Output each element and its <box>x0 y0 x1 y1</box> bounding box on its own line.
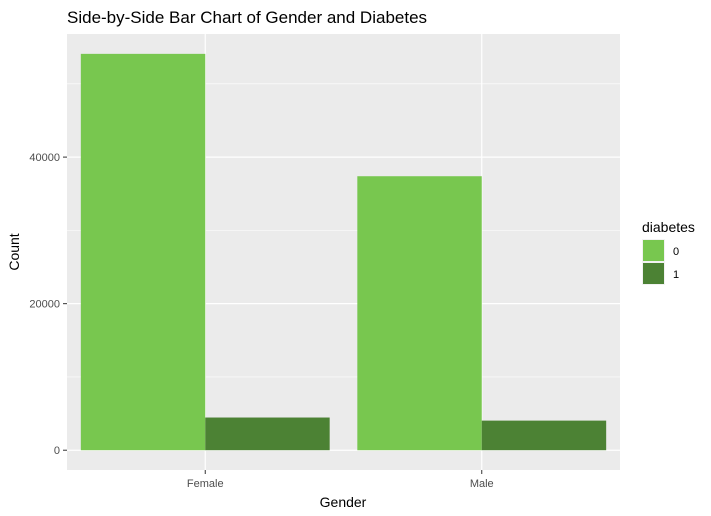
x-tick-label: Male <box>470 478 494 490</box>
legend-label-0: 0 <box>673 246 679 258</box>
legend-title: diabetes <box>642 219 695 235</box>
legend-swatch-0 <box>643 240 664 261</box>
x-tick-label: Female <box>187 478 224 490</box>
bars <box>80 53 607 451</box>
chart-title: Side-by-Side Bar Chart of Gender and Dia… <box>67 8 427 27</box>
bar-female-1 <box>205 417 330 451</box>
bar-male-0 <box>357 176 482 451</box>
bar-male-1 <box>481 420 607 451</box>
y-tick-label: 40000 <box>29 152 60 164</box>
bar-female-0 <box>80 53 206 451</box>
legend: diabetes 0 1 <box>642 219 695 285</box>
y-tick-label: 20000 <box>29 299 60 311</box>
x-axis-title: Gender <box>320 494 367 510</box>
y-axis-title: Count <box>6 233 22 270</box>
legend-swatch-1 <box>643 263 664 284</box>
legend-label-1: 1 <box>673 269 679 281</box>
axes: Female Male 0 20000 40000 <box>29 152 493 490</box>
y-tick-label: 0 <box>54 445 60 457</box>
